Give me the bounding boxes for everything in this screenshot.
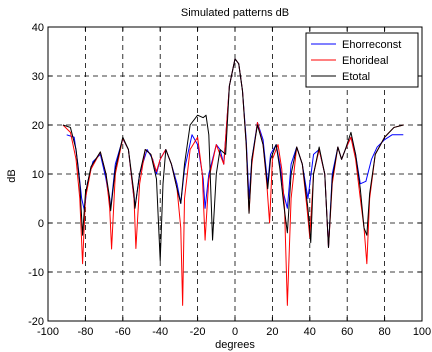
y-tick-label: -10 (28, 267, 44, 279)
x-tick-label: 40 (304, 326, 316, 338)
y-tick-label: 10 (32, 169, 44, 181)
x-tick-label: -80 (77, 326, 93, 338)
x-axis-label: degrees (215, 339, 255, 351)
x-tick-label: -40 (152, 326, 168, 338)
y-tick-label: -20 (28, 316, 44, 328)
chart-title: Simulated patterns dB (181, 7, 289, 19)
x-tick-label: 0 (232, 326, 238, 338)
x-tick-label: -100 (37, 326, 59, 338)
x-tick-label: 60 (341, 326, 353, 338)
legend-label: Ehorideal (342, 55, 388, 67)
x-tick-label: -20 (190, 326, 206, 338)
y-tick-label: 0 (38, 218, 44, 230)
y-tick-label: 40 (32, 22, 44, 34)
x-tick-label: 80 (378, 326, 390, 338)
y-tick-label: 30 (32, 71, 44, 83)
x-tick-label: 20 (266, 326, 278, 338)
y-tick-label: 20 (32, 120, 44, 132)
x-tick-label: 100 (413, 326, 431, 338)
legend-label: Ehorreconst (342, 39, 401, 51)
series-line-etotal (62, 58, 404, 262)
x-tick-label: -60 (115, 326, 131, 338)
y-axis-label: dB (6, 169, 18, 182)
legend: Ehorreconst Ehorideal Etotal (305, 32, 419, 88)
series-group (62, 58, 404, 306)
legend-label: Etotal (342, 71, 370, 83)
